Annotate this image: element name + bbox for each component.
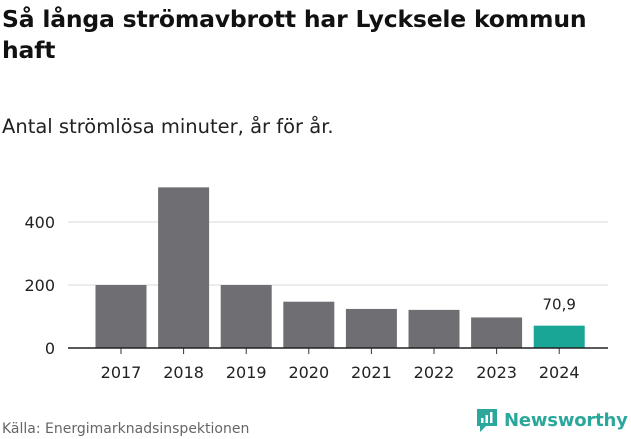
y-tick-label: 0 [45, 339, 55, 358]
x-tick-label: 2022 [414, 363, 455, 382]
brand-name: Newsworthy [504, 409, 628, 431]
x-tick-label: 2021 [351, 363, 392, 382]
bar [471, 317, 523, 348]
chart-title: Så långa strömavbrott har Lycksele kommu… [2, 5, 587, 64]
newsworthy-logo-icon [477, 409, 497, 432]
y-tick-label: 400 [24, 213, 55, 232]
x-tick-label: 2020 [288, 363, 329, 382]
x-tick-label: 2024 [539, 363, 580, 382]
newsworthy-logo: Newsworthy [475, 407, 628, 433]
chart-subtitle: Antal strömlösa minuter, år för år. [2, 115, 334, 138]
bar [220, 285, 272, 348]
data-label: 70,9 [542, 296, 575, 314]
x-tick-label: 2023 [476, 363, 517, 382]
x-tick-label: 2017 [101, 363, 142, 382]
y-tick-label: 200 [24, 276, 55, 295]
bar-chart: 0 200 400 2017 2018 2019 2020 2021 2022 2023 2024 7… [24, 187, 608, 382]
x-tick-label: 2019 [226, 363, 267, 382]
bar [533, 325, 585, 348]
source-note: Källa: Energimarknadsinspektionen [2, 421, 250, 437]
bar [408, 309, 460, 348]
bar [345, 308, 397, 348]
x-tick-label: 2018 [163, 363, 204, 382]
bar [283, 301, 335, 348]
bar [95, 285, 147, 348]
bar [158, 187, 210, 348]
